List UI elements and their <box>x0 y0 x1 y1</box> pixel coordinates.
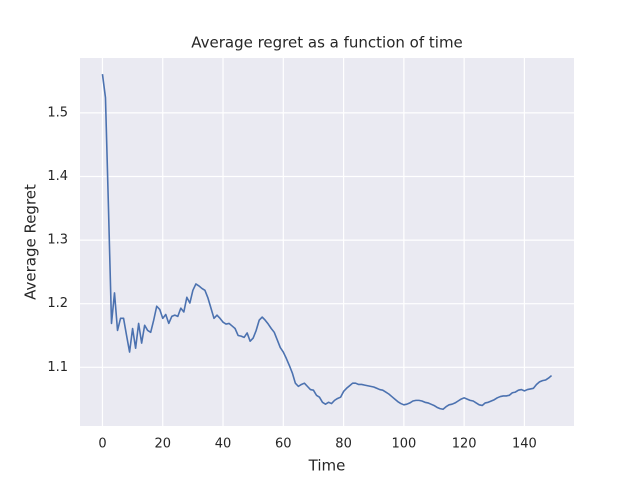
chart-title: Average regret as a function of time <box>191 34 463 52</box>
x-tick-label: 40 <box>215 437 232 452</box>
x-tick-label: 80 <box>335 437 352 452</box>
x-tick-label: 140 <box>512 437 537 452</box>
data-line <box>101 73 553 411</box>
y-axis-label: Average Regret <box>22 184 40 300</box>
x-axis-label: Time <box>308 457 346 475</box>
y-tick-label: 1.2 <box>47 296 68 311</box>
y-tick-label: 1.1 <box>47 360 68 375</box>
x-tick-label: 120 <box>452 437 477 452</box>
x-tick-label: 100 <box>391 437 416 452</box>
y-tick-label: 1.4 <box>47 169 68 184</box>
x-tick-label: 60 <box>275 437 292 452</box>
x-tick-label: 0 <box>98 437 106 452</box>
x-tick-label: 20 <box>154 437 171 452</box>
y-tick-label: 1.5 <box>47 105 68 120</box>
y-tick-label: 1.3 <box>47 233 68 248</box>
